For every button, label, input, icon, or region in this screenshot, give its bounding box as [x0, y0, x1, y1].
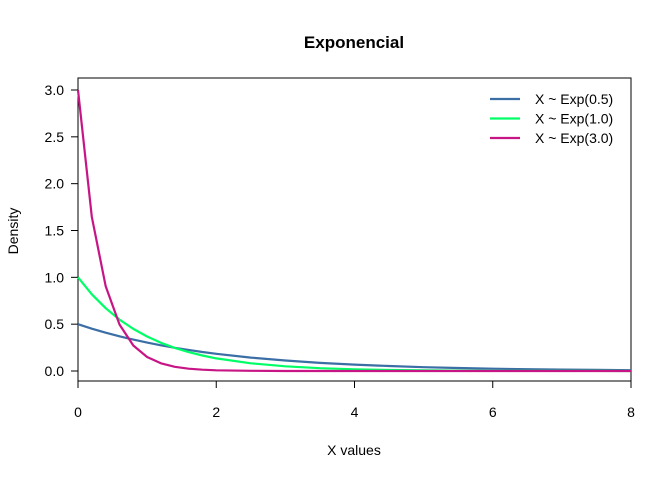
legend-label-2: X ~ Exp(1.0) [535, 111, 613, 127]
x-tick-label: 4 [351, 404, 359, 420]
y-tick-label: 3.0 [45, 82, 65, 98]
legend-label-3: X ~ Exp(3.0) [535, 130, 613, 146]
x-tick-label: 6 [489, 404, 497, 420]
series-line-3 [76, 89, 631, 373]
y-tick-label: 0.5 [45, 316, 65, 332]
y-axis-label: Density [5, 208, 21, 255]
x-tick-label: 8 [627, 404, 635, 420]
chart-title: Exponencial [304, 33, 404, 52]
x-tick-label: 0 [74, 404, 82, 420]
series-line-2 [77, 276, 632, 373]
y-tick-label: 0.0 [45, 363, 65, 379]
series-lines [76, 89, 632, 373]
y-tick-label: 2.0 [45, 176, 65, 192]
x-axis-ticks: 0 2 4 6 8 [74, 381, 635, 420]
y-tick-label: 1.0 [45, 269, 65, 285]
y-tick-label: 1.5 [45, 223, 65, 239]
x-axis-label: X values [327, 442, 381, 458]
y-axis-ticks: 0.0 0.5 1.0 1.5 2.0 2.5 3.0 [45, 82, 78, 379]
x-tick-label: 2 [212, 404, 220, 420]
legend-label-1: X ~ Exp(0.5) [535, 91, 613, 107]
y-tick-label: 2.5 [45, 129, 65, 145]
legend: X ~ Exp(0.5) X ~ Exp(1.0) X ~ Exp(3.0) [490, 91, 613, 146]
